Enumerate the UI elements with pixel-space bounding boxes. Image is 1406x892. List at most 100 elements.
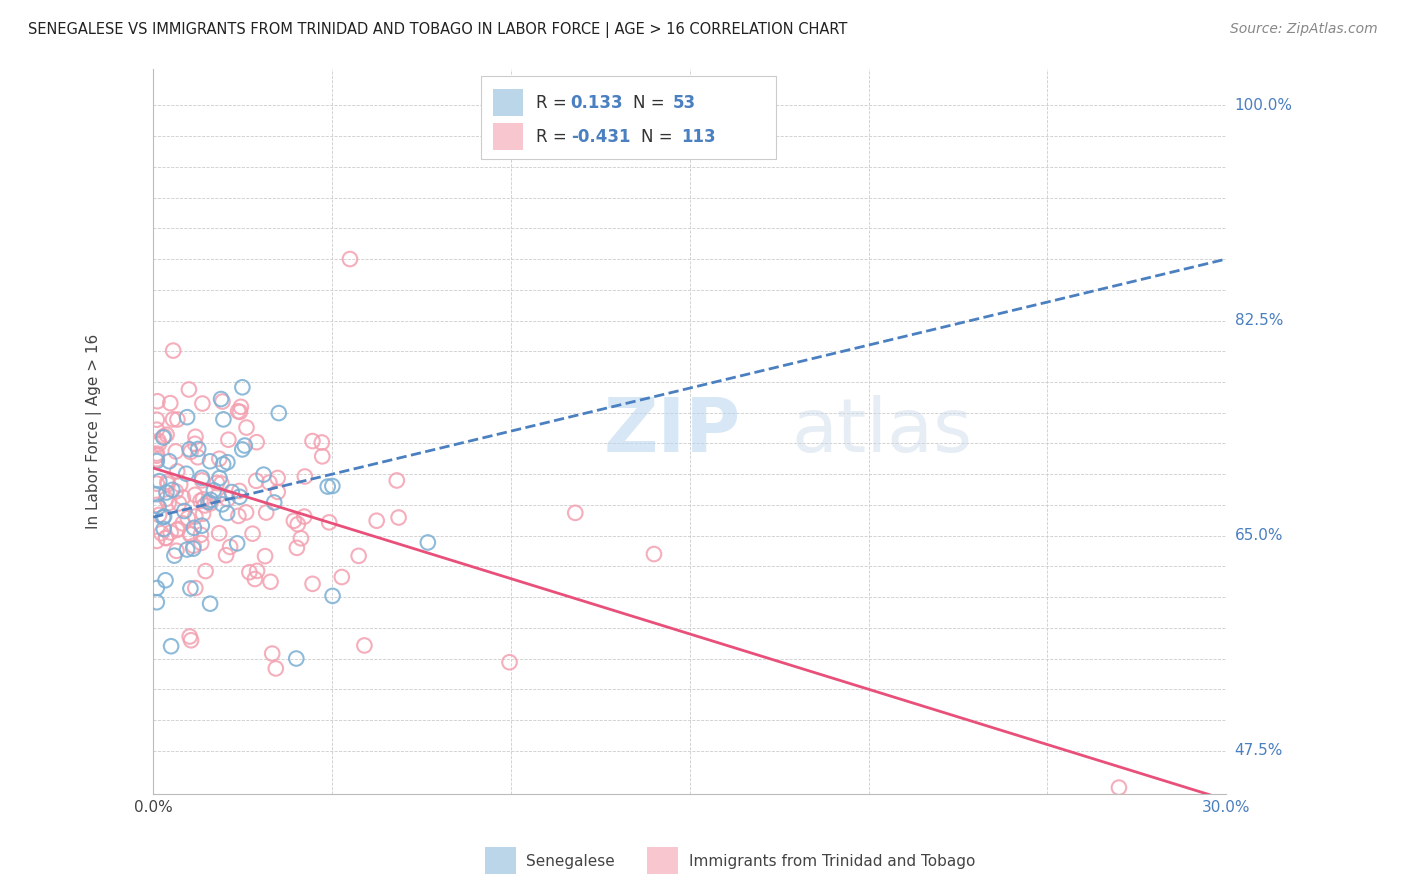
Point (194, 564, 217, 578)
Point (202, 483, 225, 498)
Point (173, 504, 195, 518)
Point (166, 464, 188, 478)
Point (287, 517, 309, 532)
Text: 82.5%: 82.5% (1234, 313, 1282, 328)
Point (146, 476, 169, 491)
Point (156, 477, 179, 491)
Point (191, 471, 214, 485)
Point (243, 572, 266, 586)
Point (316, 479, 339, 493)
Text: atlas: atlas (792, 394, 973, 467)
Point (162, 483, 184, 497)
Point (191, 396, 214, 410)
Point (208, 526, 231, 541)
Point (187, 450, 209, 465)
Point (246, 435, 269, 450)
FancyBboxPatch shape (481, 76, 776, 159)
Point (187, 442, 209, 456)
Point (172, 491, 194, 505)
Point (267, 484, 290, 499)
Point (246, 564, 269, 578)
Text: 0.0%: 0.0% (134, 800, 173, 815)
Point (205, 475, 228, 490)
Point (159, 396, 181, 410)
Point (165, 543, 187, 558)
Text: 30.0%: 30.0% (1202, 800, 1250, 815)
Point (179, 630, 201, 644)
Point (311, 450, 333, 464)
Text: N =: N = (641, 128, 678, 145)
Point (564, 506, 586, 520)
Point (159, 525, 181, 540)
Point (155, 491, 177, 506)
Point (155, 531, 177, 545)
Point (146, 449, 169, 463)
Point (235, 505, 257, 519)
Text: Source: ZipAtlas.com: Source: ZipAtlas.com (1230, 22, 1378, 37)
Point (207, 488, 229, 502)
Point (231, 442, 253, 457)
Point (148, 434, 170, 448)
Point (148, 474, 170, 488)
Point (169, 477, 191, 491)
Point (254, 506, 277, 520)
Point (264, 661, 287, 675)
Point (179, 582, 201, 596)
Point (146, 454, 169, 468)
Point (184, 488, 207, 502)
Point (148, 500, 170, 514)
Point (217, 455, 239, 469)
Point (330, 570, 353, 584)
Point (180, 527, 202, 541)
Point (148, 437, 170, 451)
Point (217, 433, 239, 447)
Point (221, 485, 243, 500)
Point (146, 394, 169, 409)
Point (262, 647, 284, 661)
Point (229, 405, 252, 419)
Text: In Labor Force | Age > 16: In Labor Force | Age > 16 (86, 334, 103, 529)
Point (183, 539, 205, 553)
Point (176, 542, 198, 557)
Text: 53: 53 (672, 94, 696, 112)
Point (235, 420, 257, 434)
Point (163, 549, 186, 563)
Point (162, 412, 184, 426)
Text: ZIP: ZIP (605, 394, 741, 467)
Point (339, 252, 361, 266)
Point (162, 343, 184, 358)
Point (208, 471, 231, 485)
Point (146, 447, 169, 461)
Point (167, 522, 190, 536)
Point (252, 467, 274, 482)
Point (254, 549, 277, 563)
Point (157, 496, 180, 510)
Point (1108, 780, 1130, 795)
Point (311, 435, 333, 450)
Point (283, 514, 305, 528)
Point (191, 474, 214, 488)
Point (194, 499, 217, 513)
Point (146, 533, 169, 548)
Point (228, 490, 250, 504)
Point (231, 380, 253, 394)
Point (228, 508, 250, 523)
Point (146, 581, 169, 595)
Point (301, 577, 323, 591)
Point (190, 536, 212, 550)
Point (259, 574, 281, 589)
Point (184, 430, 207, 444)
Point (200, 496, 222, 510)
Point (209, 392, 232, 406)
Point (156, 475, 179, 489)
Point (177, 511, 200, 525)
Point (166, 412, 188, 426)
Text: Immigrants from Trinidad and Tobago: Immigrants from Trinidad and Tobago (689, 855, 976, 869)
Point (208, 451, 231, 466)
Point (200, 492, 222, 507)
Point (266, 471, 288, 485)
Point (217, 492, 239, 507)
Text: R =: R = (536, 94, 572, 112)
Point (321, 479, 343, 493)
Point (233, 439, 256, 453)
